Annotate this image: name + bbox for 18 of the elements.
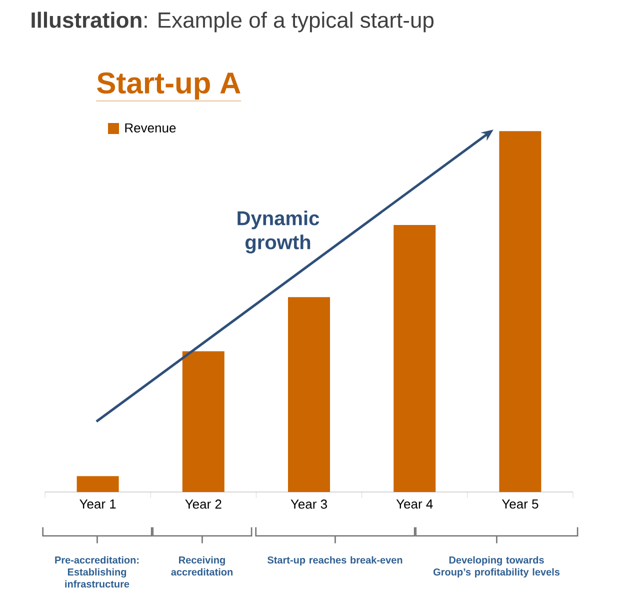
bar: [394, 224, 436, 492]
bar: [288, 297, 330, 492]
chart-subtitle: Start-up A: [97, 72, 240, 100]
x-tick-label: Year 1: [80, 500, 116, 509]
bar: [76, 476, 119, 492]
text: Receiving accreditation: [171, 556, 232, 576]
x-tick-label: Year 2: [185, 500, 222, 509]
text: Start-up reaches break-even: [267, 556, 402, 566]
text: Pre-accreditation: Establishing infrastructure: [55, 556, 139, 588]
text: Developing towards Group’s profitability levels: [433, 556, 560, 578]
x-tick-label: Year 5: [502, 500, 538, 509]
bar: [499, 131, 542, 492]
legend-label: Revenue: [125, 123, 176, 133]
bar: [182, 351, 224, 492]
x-tick-label: Year 3: [290, 500, 327, 509]
chart-title: Illustration: Example of a typical start-up: [32, 12, 434, 32]
annotation: Dynamic growth: [238, 210, 320, 254]
x-tick-label: Year 4: [396, 500, 433, 509]
